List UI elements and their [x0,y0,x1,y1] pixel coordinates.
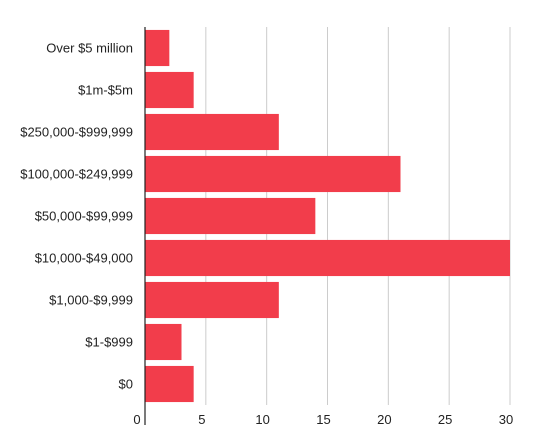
x-tick-label: 30 [499,412,513,427]
bar-7 [145,323,182,361]
bar-3 [145,155,401,193]
bar-1 [145,71,194,109]
labels: 0 5 10 15 20 25 30 Over $5 million $1m-$5m $250,0… [20,41,513,428]
bar-4 [145,197,316,235]
bar-2 [145,113,279,151]
category-label: $1-$999 [85,335,133,350]
x-tick-label: 0 [133,412,140,427]
category-label: $50,000-$99,999 [35,209,133,224]
category-label: Over $5 million [46,41,133,56]
category-label: $250,000-$999,999 [20,125,133,140]
category-label: $100,000-$249,999 [20,167,133,182]
category-label: $1m-$5m [78,83,133,98]
category-label: $10,000-$49,000 [35,251,133,266]
bar-6 [145,281,279,319]
bars [145,29,510,403]
x-tick-label: 10 [255,412,269,427]
bar-8 [145,365,194,403]
grid-lines [205,27,511,405]
x-tick-label: 15 [316,412,330,427]
x-tick-label: 5 [198,412,205,427]
category-label: $0 [119,377,133,392]
category-label: $1,000-$9,999 [49,293,133,308]
x-tick-label: 20 [377,412,391,427]
bar-0 [145,29,170,67]
bar-5 [145,239,510,277]
x-tick-label: 25 [438,412,452,427]
